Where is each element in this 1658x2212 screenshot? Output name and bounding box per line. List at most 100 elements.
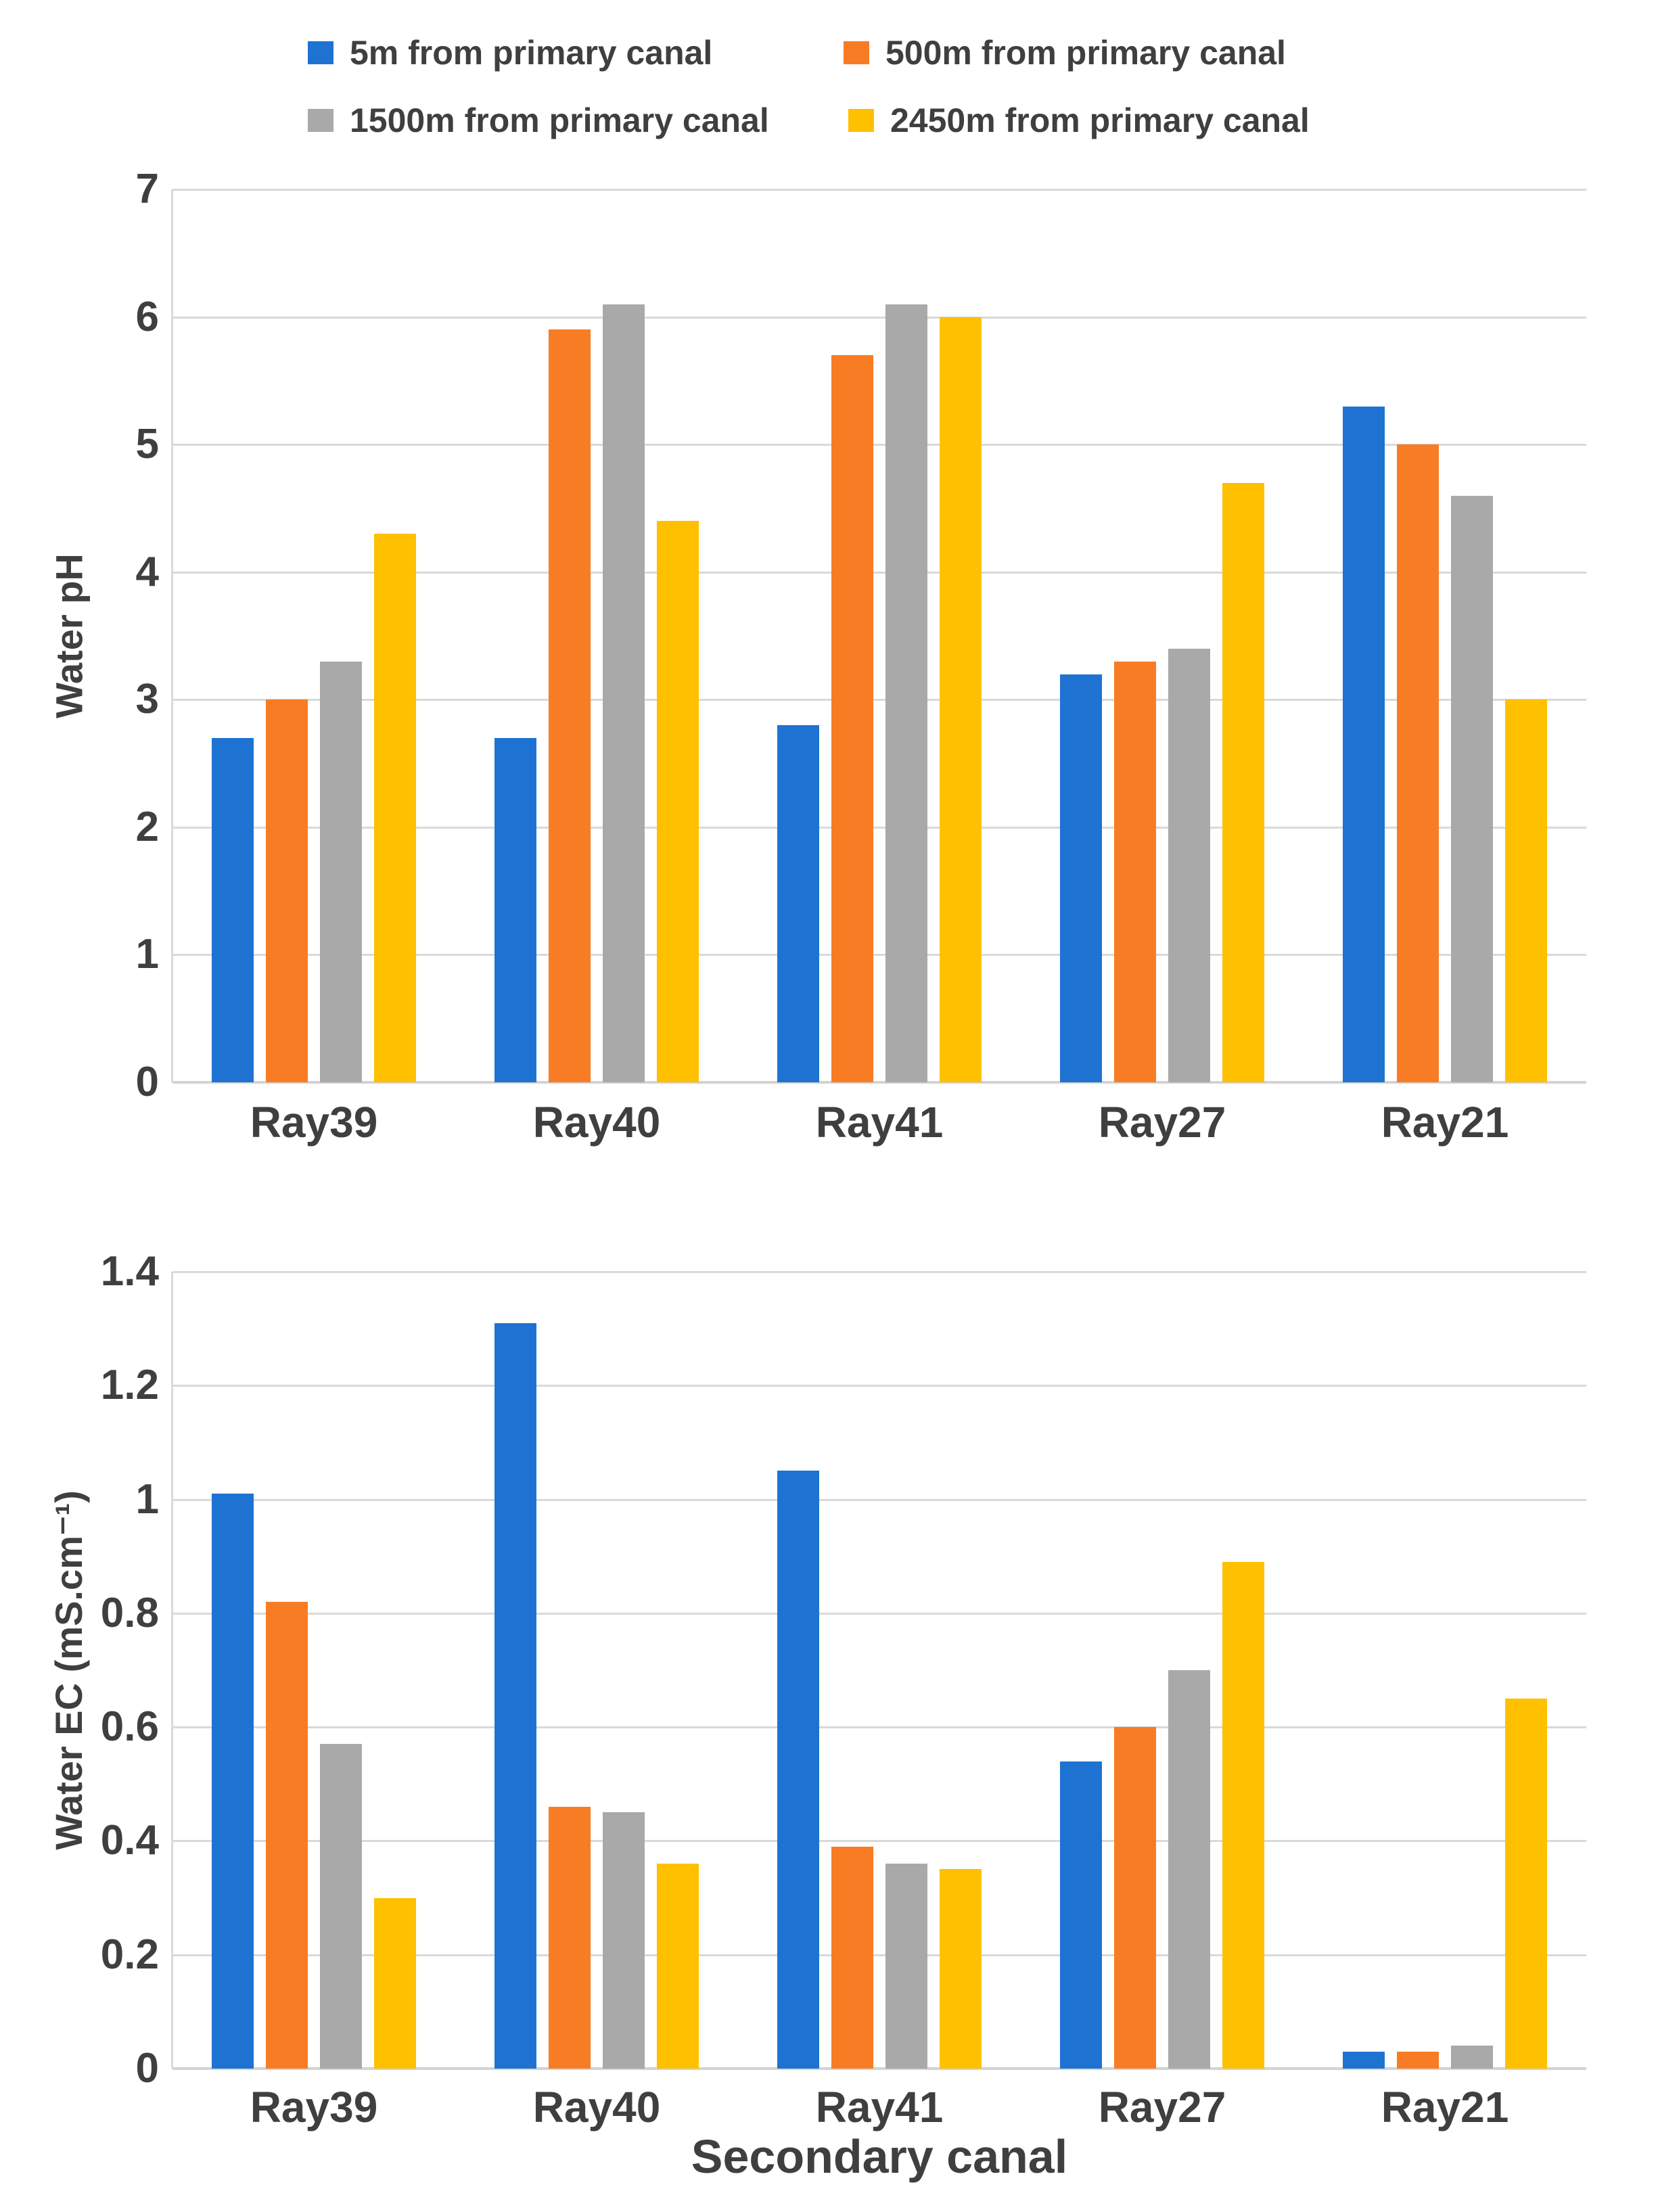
bar-ray21-1500m (1451, 2046, 1493, 2069)
gridline (172, 1498, 1586, 1501)
legend-swatch-icon (848, 109, 874, 132)
bar-ray27-1500m (1168, 1670, 1210, 2069)
y-tick-label: 2 (135, 803, 159, 850)
y-tick-label: 0.4 (100, 1817, 159, 1864)
gridline (172, 1612, 1586, 1615)
y-tick-label: 6 (135, 293, 159, 340)
legend-item-1: 500m from primary canal (844, 31, 1286, 74)
legend-label: 1500m from primary canal (350, 101, 769, 139)
bar-ray40-2450m (657, 521, 699, 1082)
x-category-label: Ray41 (815, 1098, 944, 1147)
bar-ray41-1500m (885, 304, 927, 1082)
gridline (172, 444, 1586, 446)
x-category-label: Ray41 (815, 2083, 944, 2132)
bar-ray21-2450m (1505, 1699, 1547, 2069)
bar-ray39-5m (212, 1494, 254, 2069)
y-tick-label: 3 (135, 676, 159, 723)
y-tick-label: 0 (135, 1059, 159, 1105)
bar-ray39-1500m (320, 662, 362, 1082)
x-category-label: Ray27 (1098, 1098, 1226, 1147)
x-axis-line (172, 1081, 1586, 1084)
gridline (172, 1840, 1586, 1843)
legend-label: 5m from primary canal (350, 34, 713, 72)
bar-ray41-2450m (940, 317, 982, 1082)
bar-ray27-5m (1060, 1761, 1102, 2069)
bar-ray40-5m (494, 738, 536, 1082)
x-category-label: Ray21 (1381, 2083, 1509, 2132)
y-tick-label: 0.6 (100, 1703, 159, 1751)
bar-ray39-5m (212, 738, 254, 1082)
bar-ray41-5m (777, 725, 819, 1082)
y-axis-line (171, 189, 173, 1082)
x-category-label: Ray39 (250, 2083, 378, 2132)
bar-ray40-500m (549, 329, 591, 1082)
x-category-label: Ray39 (250, 1098, 378, 1147)
y-tick-label: 0.2 (100, 1931, 159, 1978)
bar-ray21-500m (1397, 444, 1439, 1082)
x-category-label: Ray40 (532, 2083, 661, 2132)
legend-item-3: 2450m from primary canal (848, 99, 1310, 142)
gridline (172, 1726, 1586, 1729)
bar-ray27-1500m (1168, 649, 1210, 1082)
bar-ray40-500m (549, 1807, 591, 2069)
gridline (172, 316, 1586, 319)
x-category-label: Ray21 (1381, 1098, 1509, 1147)
gridline (172, 826, 1586, 829)
legend-label: 500m from primary canal (885, 34, 1286, 72)
gridline (172, 189, 1586, 191)
bar-ray39-2450m (374, 1898, 416, 2069)
y-tick-label: 7 (135, 166, 159, 212)
bar-ray39-500m (266, 1602, 308, 2069)
y-tick-label: 0 (135, 2045, 159, 2092)
bar-ray39-500m (266, 699, 308, 1082)
bar-ray40-2450m (657, 1864, 699, 2069)
gridline (172, 1385, 1586, 1387)
bar-ray27-2450m (1222, 483, 1264, 1082)
bar-ray21-5m (1343, 2052, 1385, 2069)
y-tick-label: 5 (135, 421, 159, 468)
gridline (172, 571, 1586, 574)
x-axis-title: Secondary canal (691, 2130, 1068, 2183)
bar-ray40-5m (494, 1323, 536, 2069)
bar-ray40-1500m (603, 1812, 645, 2069)
x-category-label: Ray27 (1098, 2083, 1226, 2132)
legend-item-2: 1500m from primary canal (308, 99, 769, 142)
bar-ray27-2450m (1222, 1562, 1264, 2069)
bar-ray27-5m (1060, 674, 1102, 1082)
bar-ray21-1500m (1451, 496, 1493, 1082)
bar-ray27-500m (1114, 1727, 1156, 2069)
y-tick-label: 1 (135, 1475, 159, 1523)
gridline (172, 1954, 1586, 1956)
gridline (172, 1271, 1586, 1273)
x-axis-line (172, 2067, 1586, 2070)
bar-ray27-500m (1114, 662, 1156, 1082)
y-tick-label: 0.8 (100, 1589, 159, 1636)
bar-ray41-500m (831, 1847, 873, 2069)
ec-y-axis-title: Water EC (mS.cm⁻¹) (47, 1490, 90, 1850)
y-tick-label: 1 (135, 931, 159, 978)
gridline (172, 954, 1586, 957)
bar-ray39-2450m (374, 534, 416, 1082)
y-tick-label: 1.2 (100, 1362, 159, 1409)
legend-swatch-icon (308, 41, 333, 64)
legend-item-0: 5m from primary canal (308, 31, 712, 74)
gridline (172, 699, 1586, 701)
y-tick-label: 4 (135, 548, 159, 595)
bar-ray41-500m (831, 355, 873, 1082)
bar-ray40-1500m (603, 304, 645, 1082)
bar-ray21-2450m (1505, 699, 1547, 1082)
x-category-label: Ray40 (532, 1098, 661, 1147)
bar-ray41-5m (777, 1471, 819, 2069)
legend-label: 2450m from primary canal (890, 101, 1310, 139)
bar-ray21-5m (1343, 407, 1385, 1082)
y-axis-line (171, 1272, 173, 2069)
bar-ray21-500m (1397, 2052, 1439, 2069)
bar-ray39-1500m (320, 1744, 362, 2069)
bar-ray41-2450m (940, 1869, 982, 2069)
legend-swatch-icon (308, 109, 333, 132)
legend-swatch-icon (844, 41, 869, 64)
bar-ray41-1500m (885, 1864, 927, 2069)
